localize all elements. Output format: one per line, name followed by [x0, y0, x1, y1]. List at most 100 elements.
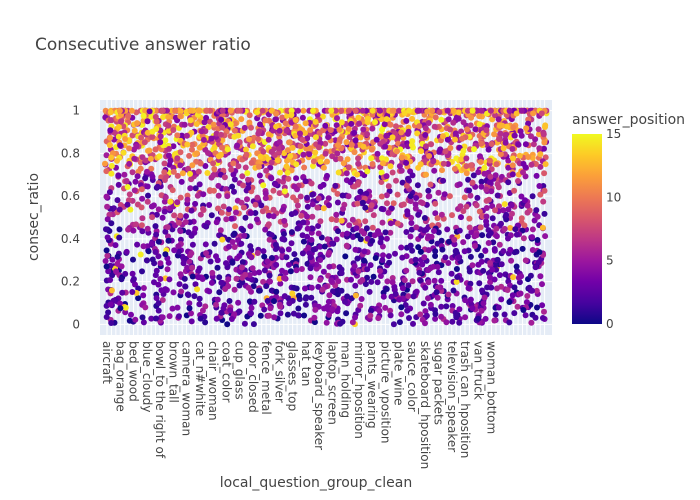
- scatter-point: [109, 272, 116, 279]
- scatter-point: [299, 232, 306, 239]
- scatter-point: [257, 121, 263, 128]
- scatter-point: [438, 277, 445, 284]
- scatter-point: [372, 255, 379, 261]
- scatter-point: [258, 202, 265, 209]
- scatter-point: [233, 275, 240, 282]
- scatter-point: [280, 206, 286, 213]
- scatter-point: [463, 170, 470, 177]
- scatter-point: [387, 312, 394, 319]
- scatter-point: [381, 121, 388, 128]
- scatter-point: [251, 270, 258, 276]
- scatter-point: [141, 139, 148, 146]
- scatter-point: [494, 192, 501, 199]
- scatter-point: [155, 238, 162, 245]
- scatter-point: [415, 244, 422, 251]
- scatter-point: [464, 126, 470, 133]
- scatter-point: [156, 153, 163, 160]
- scatter-point: [302, 285, 308, 292]
- scatter-point: [134, 241, 141, 248]
- scatter-point: [413, 224, 420, 231]
- scatter-point: [458, 156, 464, 163]
- scatter-point: [364, 116, 371, 123]
- x-tick-label: sugar packets: [432, 341, 446, 425]
- scatter-point: [174, 172, 181, 179]
- scatter-point: [241, 124, 248, 131]
- scatter-point: [137, 251, 144, 258]
- scatter-point: [164, 224, 171, 231]
- scatter-point: [273, 261, 280, 268]
- scatter-point: [121, 171, 128, 178]
- scatter-point: [115, 172, 122, 179]
- scatter-point: [287, 153, 294, 159]
- scatter-point: [276, 139, 283, 145]
- scatter-point: [439, 167, 445, 174]
- scatter-point: [232, 223, 238, 230]
- colorbar-tick-label: 15: [606, 127, 621, 141]
- y-tick-label: 1: [72, 104, 80, 118]
- scatter-point: [235, 132, 242, 139]
- scatter-point: [446, 193, 453, 200]
- scatter-point: [306, 151, 313, 158]
- scatter-point: [393, 177, 399, 184]
- scatter-point: [375, 228, 382, 235]
- scatter-point: [144, 225, 151, 232]
- scatter-point: [176, 281, 183, 288]
- scatter-point: [232, 205, 239, 212]
- scatter-point: [481, 294, 488, 301]
- scatter-point: [235, 299, 242, 306]
- scatter-point: [507, 225, 514, 231]
- scatter-point: [353, 225, 360, 232]
- scatter-point: [453, 266, 460, 272]
- scatter-point: [271, 314, 278, 321]
- scatter-point: [227, 107, 234, 114]
- scatter-point: [294, 225, 301, 232]
- scatter-point: [335, 169, 342, 176]
- scatter-point: [528, 133, 534, 140]
- scatter-point: [511, 310, 518, 317]
- colorbar-title: answer_position: [572, 112, 685, 128]
- scatter-point: [162, 194, 169, 201]
- scatter-point: [203, 223, 210, 230]
- scatter-point: [317, 276, 324, 283]
- scatter-point: [175, 248, 182, 255]
- x-tick-label: door_closed: [246, 341, 260, 413]
- scatter-point: [414, 130, 421, 137]
- scatter-point: [197, 211, 204, 218]
- scatter-point: [357, 302, 364, 309]
- scatter-point: [281, 217, 288, 224]
- scatter-point: [144, 183, 151, 190]
- scatter-point: [501, 311, 508, 318]
- scatter-point: [452, 136, 458, 143]
- scatter-point: [200, 136, 207, 143]
- scatter-point: [104, 216, 111, 223]
- scatter-point: [405, 282, 412, 289]
- scatter-point: [440, 177, 447, 184]
- scatter-point: [213, 219, 220, 226]
- scatter-point: [223, 216, 230, 223]
- scatter-point: [477, 159, 484, 165]
- scatter-point: [255, 136, 262, 142]
- scatter-point: [541, 145, 547, 152]
- scatter-point: [203, 114, 210, 121]
- scatter-point: [207, 258, 214, 265]
- scatter-point: [403, 229, 410, 235]
- scatter-point: [213, 253, 219, 260]
- scatter-point: [279, 267, 285, 274]
- scatter-point: [410, 320, 416, 327]
- scatter-point: [177, 162, 184, 169]
- scatter-point: [342, 298, 348, 305]
- scatter-point: [184, 196, 191, 203]
- scatter-point: [297, 130, 303, 137]
- scatter-point: [379, 155, 386, 162]
- scatter-point: [193, 121, 200, 127]
- scatter-point: [148, 165, 155, 172]
- scatter-point: [383, 132, 390, 139]
- scatter-point: [495, 304, 502, 311]
- scatter-point: [210, 121, 217, 128]
- scatter-point: [235, 163, 242, 170]
- scatter-point: [523, 125, 530, 132]
- scatter-point: [140, 243, 147, 250]
- scatter-point: [165, 122, 172, 129]
- scatter-point: [148, 315, 155, 322]
